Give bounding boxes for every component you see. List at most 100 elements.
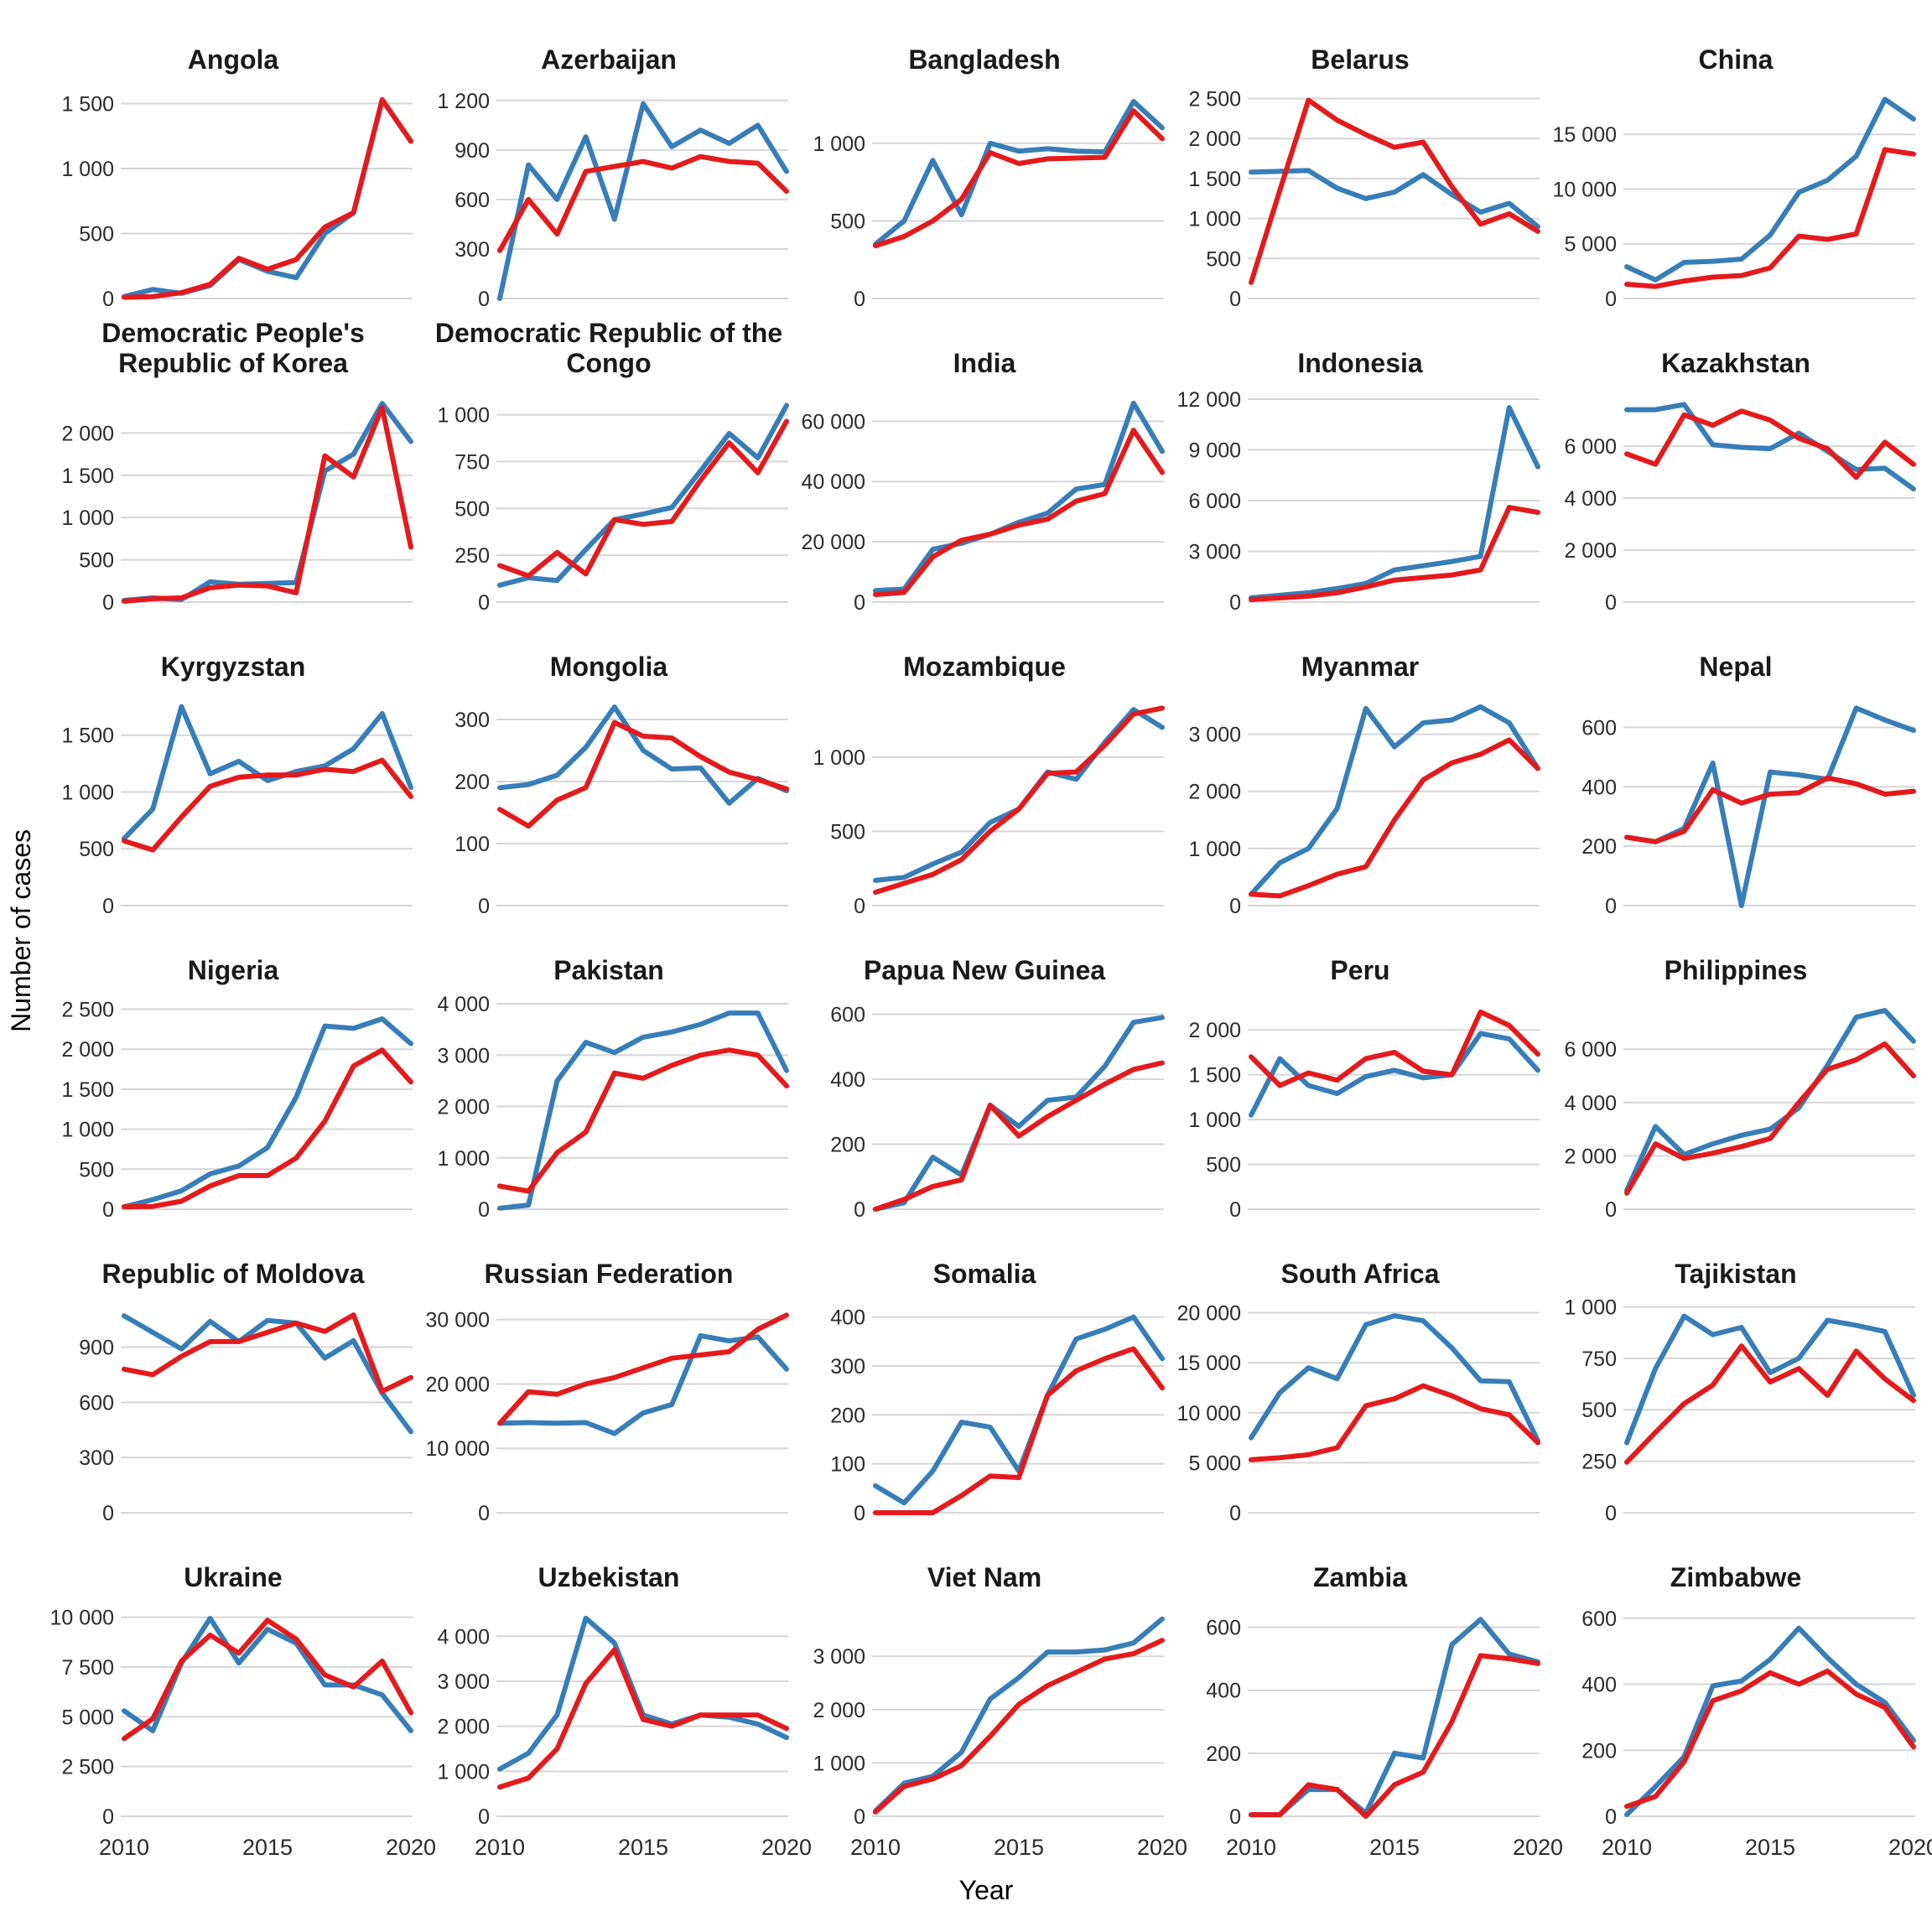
y-tick-label: 0	[102, 1805, 114, 1828]
panel-title: Kazakhstan	[1661, 348, 1810, 379]
panel-title: Nepal	[1699, 652, 1773, 683]
y-tick-label: 500	[454, 497, 490, 521]
series-blue-line	[1249, 704, 1540, 897]
series-red-line	[873, 705, 1165, 896]
y-tick-label: 0	[1605, 1198, 1617, 1221]
y-tick-label: 9 000	[1188, 439, 1241, 463]
series-blue-line	[1249, 168, 1540, 230]
x-axis-ticks: 2010 2015 2020	[47, 1828, 436, 1865]
series-red-line	[122, 757, 413, 853]
series-blue-line	[122, 1313, 413, 1435]
panel-title: Tajikistan	[1675, 1259, 1797, 1290]
y-tick-label: 500	[830, 210, 865, 233]
x-tick-label: 2015	[242, 1835, 293, 1860]
x-tick-label: 2020	[1512, 1835, 1564, 1860]
y-tick-label: 1 500	[61, 93, 114, 117]
y-tick-label: 15 000	[1177, 1352, 1241, 1375]
y-tick-label: 1 500	[61, 724, 114, 748]
y-tick-label: 400	[1581, 1674, 1617, 1697]
series-red-line	[497, 1047, 789, 1194]
y-tick-label: 3 000	[437, 1044, 490, 1067]
panel-uzbekistan: Uzbekistan 0 1 000 2 000 3 000 4 000 2010 2015 2…	[423, 1530, 812, 1882]
y-tick-label: 0	[854, 895, 865, 917]
y-tick-label: 500	[79, 1158, 114, 1182]
line-chart: 0 200 400 600	[1581, 1607, 1916, 1828]
series-red-line	[1624, 147, 1916, 289]
y-tick-label: 0	[478, 591, 490, 614]
y-axis-title-wrap: Number of cases	[2, 0, 40, 1862]
series-red-line	[1624, 1041, 1916, 1196]
panel-title: Bangladesh	[908, 44, 1061, 75]
y-tick-label: 400	[1581, 776, 1617, 799]
line-chart: 0 3 000 6 000 9 000 12 000	[1177, 388, 1540, 614]
panel-papua-new-guinea: Papua New Guinea 0 200 400 600	[798, 922, 1171, 1226]
line-chart: 0 1 000 2 000 3 000 4 000	[437, 993, 789, 1221]
series-red-line	[1249, 1383, 1540, 1462]
line-chart: 0 1 000 2 000 3 000 4 000	[437, 1615, 789, 1828]
x-tick-label: 2015	[1368, 1835, 1420, 1860]
series-blue-line	[1249, 405, 1540, 600]
x-tick-label: 2015	[617, 1835, 669, 1860]
line-chart: 0 200 400 600	[1581, 705, 1916, 917]
y-tick-label: 1 000	[1188, 1109, 1241, 1132]
line-chart: 0 1 000 2 000 3 000	[1188, 704, 1540, 917]
panel-title: Pakistan	[553, 955, 664, 986]
panel-title: Azerbaijan	[541, 44, 677, 75]
x-axis-ticks: 2010 2015 2020	[1174, 1828, 1563, 1865]
y-tick-label: 1 000	[437, 1147, 490, 1171]
line-chart: 0 2 000 4 000 6 000	[1564, 402, 1916, 614]
line-chart: 0 500 1 000 1 500 2 000	[61, 401, 413, 614]
y-tick-label: 1 200	[437, 90, 490, 113]
y-tick-label: 200	[830, 1134, 865, 1157]
series-red-line	[1624, 408, 1916, 480]
panel-republic-of-moldova: Republic of Moldova 0 300 600 900	[47, 1226, 419, 1530]
panel-title: Indonesia	[1297, 348, 1423, 379]
y-tick-label: 2 000	[61, 422, 114, 445]
panel-mongolia: Mongolia 0 100 200 300	[423, 619, 795, 922]
y-tick-label: 500	[79, 223, 114, 247]
y-tick-label: 1 000	[813, 746, 865, 770]
y-tick-label: 0	[854, 1805, 865, 1828]
y-tick-label: 100	[454, 833, 490, 856]
y-tick-label: 2 000	[1564, 539, 1617, 563]
line-chart: 0 200 400 600	[1206, 1617, 1540, 1828]
y-tick-label: 1 000	[61, 158, 114, 181]
y-tick-label: 500	[79, 549, 114, 573]
y-tick-label: 7 500	[61, 1656, 114, 1680]
y-tick-label: 2 000	[813, 1699, 865, 1722]
y-tick-label: 3 000	[1188, 724, 1241, 747]
panel-indonesia: Indonesia 0 3 000 6 000 9 000 12 000	[1174, 315, 1546, 619]
series-red-line	[122, 1047, 413, 1210]
line-chart: 0 500 1 000 1 500 2 000 2 500	[1188, 88, 1540, 310]
panel-bangladesh: Bangladesh 0 500 1 000	[798, 12, 1171, 315]
y-tick-label: 0	[478, 895, 490, 917]
y-tick-label: 2 000	[61, 1038, 114, 1062]
series-blue-line	[122, 1016, 413, 1210]
y-tick-label: 600	[1206, 1617, 1241, 1640]
series-red-line	[1624, 775, 1916, 844]
y-tick-label: 20 000	[426, 1373, 490, 1396]
y-tick-label: 0	[1605, 591, 1617, 614]
y-tick-label: 0	[478, 288, 490, 310]
x-axis-ticks: 2010 2015 2020	[798, 1828, 1187, 1865]
y-tick-label: 750	[1581, 1348, 1617, 1371]
y-tick-label: 0	[1605, 895, 1617, 917]
y-tick-label: 200	[1581, 1739, 1617, 1763]
y-tick-label: 300	[454, 238, 490, 262]
panel-title: Republic of Moldova	[101, 1259, 365, 1290]
series-red-line	[122, 405, 413, 604]
x-tick-label: 2020	[761, 1835, 813, 1860]
x-axis-title: Year	[958, 1875, 1014, 1905]
panel-south-africa: South Africa 0 5 000 10 000 15 000 20 000	[1174, 1226, 1546, 1530]
y-tick-label: 0	[478, 1198, 490, 1221]
panel-tajikistan: Tajikistan 0 250 500 750 1 000	[1550, 1226, 1922, 1530]
series-red-line	[1249, 1653, 1540, 1819]
y-tick-label: 1 000	[61, 781, 114, 804]
line-chart: 0 500 1 000 1 500	[61, 704, 413, 917]
panel-belarus: Belarus 0 500 1 000 1 500 2 000 2 500	[1174, 12, 1546, 315]
panel-philippines: Philippines 0 2 000 4 000 6 000	[1550, 922, 1922, 1226]
line-chart: 0 500 1 000 1 500	[61, 93, 413, 310]
y-tick-label: 200	[1206, 1742, 1241, 1766]
y-tick-label: 0	[1229, 591, 1241, 614]
